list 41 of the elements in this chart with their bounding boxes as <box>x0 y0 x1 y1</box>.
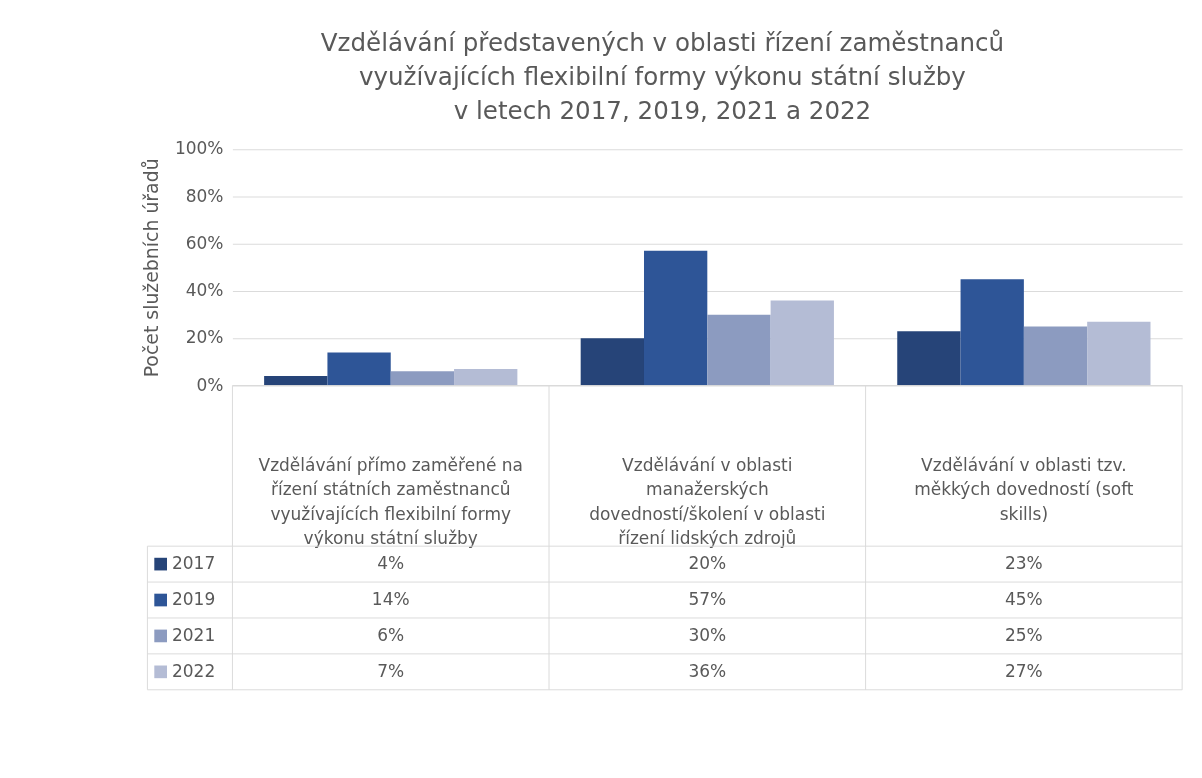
bar <box>264 376 328 386</box>
bar <box>707 314 771 386</box>
bar <box>770 300 834 386</box>
bar <box>454 368 518 386</box>
legend-label: 2022 <box>171 660 216 681</box>
bar <box>1023 326 1088 386</box>
data-label: 7% <box>377 660 405 681</box>
x-tick-label: Vzdělávání přímo zaměřené na řízení státních zaměstnanců využívajících flexibilní formy výkonu státní služby <box>258 454 523 549</box>
text: Vzdělávání představených v oblasti řízení zaměstnanců <box>320 28 1005 57</box>
text: využívajících flexibilní formy výkonu státní služby <box>359 62 966 92</box>
y-tick-label: 60% <box>185 232 224 253</box>
data-label: 45% <box>1004 588 1043 609</box>
data-label: 30% <box>688 624 727 645</box>
legend-label: 2019 <box>171 588 216 609</box>
y-tick-label: 80% <box>185 185 224 206</box>
legend-label: 2021 <box>171 624 216 645</box>
data-label: 23% <box>1004 552 1043 573</box>
data-label: 27% <box>1004 660 1043 681</box>
bar <box>644 250 708 386</box>
data-label: 57% <box>688 588 727 609</box>
y-tick-label: 100% <box>174 138 224 159</box>
text: v letech 2017, 2019, 2021 a 2022 <box>453 96 872 126</box>
legend-label: 2017 <box>171 552 216 573</box>
data-label: 20% <box>688 552 727 573</box>
data-label: 25% <box>1004 624 1043 645</box>
data-label: 6% <box>377 624 405 645</box>
x-tick-label: Vzdělávání v oblasti tzv. měkkých dovedností (soft skills) <box>914 454 1134 524</box>
bar <box>390 371 455 386</box>
data-label: 4% <box>377 552 405 573</box>
x-tick-label: Vzdělávání v oblasti manažerských dovedností/školení v oblasti řízení lidských zdrojů <box>589 454 826 549</box>
y-axis-title: Počet služebních úřadů <box>139 158 162 378</box>
bar <box>327 352 391 386</box>
bar <box>580 338 644 386</box>
y-tick-label: 20% <box>185 327 224 348</box>
data-label: 14% <box>371 588 410 609</box>
y-tick-label: 40% <box>185 280 224 301</box>
data-label: 36% <box>688 660 727 681</box>
y-tick-label: 0% <box>196 374 224 395</box>
bar <box>1087 321 1151 386</box>
bar <box>897 331 961 386</box>
bar <box>960 279 1024 386</box>
